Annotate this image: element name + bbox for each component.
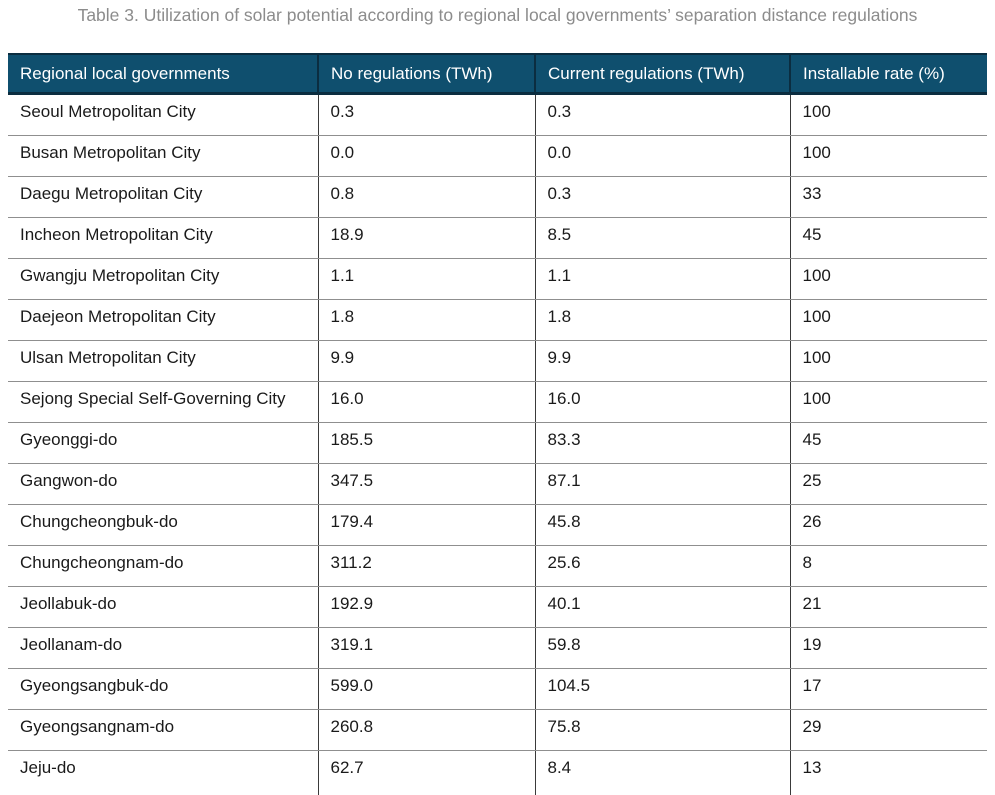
- solar-potential-table: Regional local governments No regulation…: [8, 53, 987, 795]
- installable-rate-cell: 100: [789, 135, 987, 177]
- region-cell: Incheon Metropolitan City: [8, 217, 318, 259]
- no-regulations-cell: 179.4: [317, 504, 535, 546]
- table-row: Daegu Metropolitan City 0.8 0.3 33: [8, 176, 987, 218]
- header-row: Regional local governments No regulation…: [8, 53, 987, 95]
- current-regulations-cell: 0.3: [534, 176, 790, 218]
- installable-rate-cell: 21: [789, 586, 987, 628]
- table-row: Incheon Metropolitan City 18.9 8.5 45: [8, 217, 987, 259]
- no-regulations-cell: 260.8: [317, 709, 535, 751]
- installable-rate-cell: 45: [789, 422, 987, 464]
- installable-rate-cell: 100: [789, 258, 987, 300]
- no-regulations-cell: 311.2: [317, 545, 535, 587]
- table-row: Busan Metropolitan City 0.0 0.0 100: [8, 135, 987, 177]
- installable-rate-cell: 19: [789, 627, 987, 669]
- no-regulations-cell: 18.9: [317, 217, 535, 259]
- table-row: Gyeongsangnam-do 260.8 75.8 29: [8, 709, 987, 751]
- region-cell: Daejeon Metropolitan City: [8, 299, 318, 341]
- installable-rate-cell: 26: [789, 504, 987, 546]
- installable-rate-cell: 25: [789, 463, 987, 505]
- no-regulations-cell: 1.8: [317, 299, 535, 341]
- installable-rate-cell: 100: [789, 299, 987, 341]
- region-cell: Chungcheongbuk-do: [8, 504, 318, 546]
- region-cell: Jeju-do: [20, 758, 76, 777]
- current-regulations-cell: 16.0: [534, 381, 790, 423]
- current-regulations-cell: 87.1: [534, 463, 790, 505]
- installable-rate-cell: 29: [789, 709, 987, 751]
- no-regulations-cell: 62.7: [317, 750, 535, 795]
- region-cell: Gwangju Metropolitan City: [8, 258, 318, 300]
- table-row: Seoul Metropolitan City 0.3 0.3 100: [8, 93, 987, 136]
- table-body: Seoul Metropolitan City 0.3 0.3 100 Busan Me…: [8, 93, 987, 795]
- region-cell: Ulsan Metropolitan City: [8, 340, 318, 382]
- no-regulations-cell: 185.5: [317, 422, 535, 464]
- no-regulations-cell: 319.1: [317, 627, 535, 669]
- installable-rate-cell: 100: [789, 93, 987, 136]
- current-regulations-cell: 83.3: [534, 422, 790, 464]
- table-row: Chungcheongbuk-do 179.4 45.8 26: [8, 504, 987, 546]
- region-cell: Seoul Metropolitan City: [8, 93, 318, 136]
- current-regulations-cell: 1.8: [534, 299, 790, 341]
- table-caption: Table 3. Utilization of solar potential …: [77, 5, 918, 25]
- table-row: Ulsan Metropolitan City 9.9 9.9 100: [8, 340, 987, 382]
- region-cell: Chungcheongnam-do: [8, 545, 318, 587]
- installable-rate-cell: 33: [789, 176, 987, 218]
- current-regulations-cell: 75.8: [534, 709, 790, 751]
- no-regulations-cell: 16.0: [317, 381, 535, 423]
- no-regulations-cell: 0.3: [317, 93, 535, 136]
- current-regulations-cell: 40.1: [534, 586, 790, 628]
- table-row: Sejong Special Self-Governing City 16.0 16…: [8, 381, 987, 423]
- table-row: Chungcheongnam-do 311.2 25.6 8: [8, 545, 987, 587]
- current-regulations-cell: 0.3: [534, 93, 790, 136]
- column-header-no-regulations: No regulations (TWh): [317, 53, 535, 95]
- table-row: Gangwon-do 347.5 87.1 25: [8, 463, 987, 505]
- column-header-current-regulations: Current regulations (TWh): [534, 53, 790, 95]
- region-cell: Jeollabuk-do: [8, 586, 318, 628]
- table-row: Gyeongsangbuk-do 599.0 104.5 17: [8, 668, 987, 710]
- current-regulations-cell: 9.9: [534, 340, 790, 382]
- table-row: Jeollanam-do 319.1 59.8 19: [8, 627, 987, 669]
- region-cell: Gyeongsangbuk-do: [8, 668, 318, 710]
- region-cell: Gyeonggi-do: [8, 422, 318, 464]
- current-regulations-cell: 8.5: [534, 217, 790, 259]
- no-regulations-cell: 0.0: [317, 135, 535, 177]
- current-regulations-cell: 45.8: [534, 504, 790, 546]
- region-cell: Sejong Special Self-Governing City: [8, 381, 318, 423]
- column-header-regional-local-governments: Regional local governments: [8, 53, 318, 95]
- installable-rate-cell: 8: [789, 545, 987, 587]
- no-regulations-cell: 347.5: [317, 463, 535, 505]
- no-regulations-cell: 192.9: [317, 586, 535, 628]
- installable-rate-cell: 17: [789, 668, 987, 710]
- installable-rate-cell: 13: [789, 750, 987, 795]
- column-header-installable-rate: Installable rate (%): [789, 53, 987, 95]
- current-regulations-cell: 25.6: [534, 545, 790, 587]
- current-regulations-cell: 1.1: [534, 258, 790, 300]
- no-regulations-cell: 599.0: [317, 668, 535, 710]
- table-row: Jeju-do 62.7 8.4 13: [8, 750, 987, 795]
- region-cell: Busan Metropolitan City: [8, 135, 318, 177]
- table-row: Daejeon Metropolitan City 1.8 1.8 100: [8, 299, 987, 341]
- region-cell: Gyeongsangnam-do: [8, 709, 318, 751]
- no-regulations-cell: 9.9: [317, 340, 535, 382]
- installable-rate-cell: 45: [789, 217, 987, 259]
- no-regulations-cell: 1.1: [317, 258, 535, 300]
- region-cell: Daegu Metropolitan City: [8, 176, 318, 218]
- table-row: Gwangju Metropolitan City 1.1 1.1 100: [8, 258, 987, 300]
- current-regulations-cell: 104.5: [534, 668, 790, 710]
- installable-rate-cell: 100: [789, 381, 987, 423]
- region-cell: Jeollanam-do: [8, 627, 318, 669]
- current-regulations-cell: 8.4: [534, 750, 790, 795]
- region-cell: Gangwon-do: [8, 463, 318, 505]
- no-regulations-cell: 0.8: [317, 176, 535, 218]
- installable-rate-cell: 100: [789, 340, 987, 382]
- current-regulations-cell: 59.8: [534, 627, 790, 669]
- table-row: Gyeonggi-do 185.5 83.3 45: [8, 422, 987, 464]
- table-row: Jeollabuk-do 192.9 40.1 21: [8, 586, 987, 628]
- current-regulations-cell: 0.0: [534, 135, 790, 177]
